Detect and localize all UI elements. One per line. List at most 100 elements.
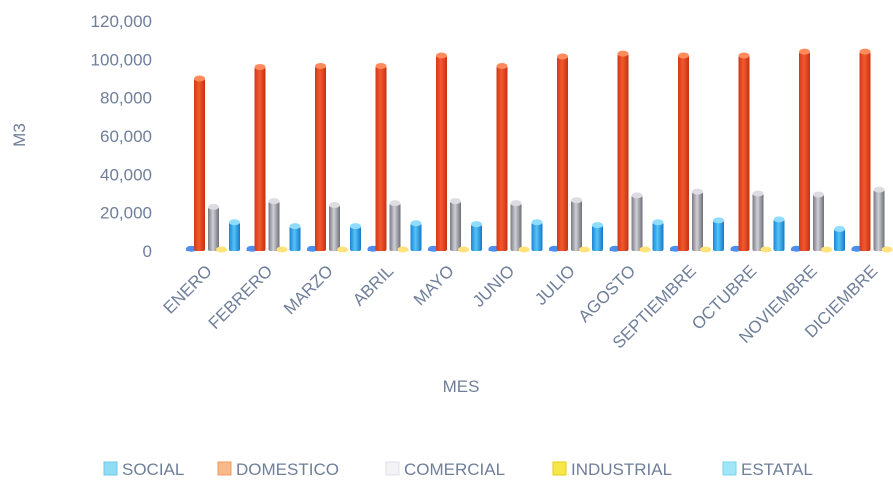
legend-swatch-estatal — [722, 461, 737, 476]
y-axis-title: M3 — [10, 123, 29, 147]
x-tick-label: JUNIO — [469, 261, 518, 310]
bar-cap — [389, 200, 401, 207]
bar-domestico-julio — [557, 56, 568, 252]
bar-estatal-mayo — [471, 224, 482, 251]
bar-cap — [510, 200, 522, 207]
bar-domestico-noviembre — [799, 51, 810, 251]
x-tick-label: ABRIL — [349, 261, 397, 309]
bar-cap — [557, 53, 568, 60]
bar-domestico-octubre — [738, 55, 750, 251]
y-tick-label: 40,000 — [100, 165, 152, 184]
legend-label-social: SOCIAL — [122, 460, 184, 479]
bar-estatal-noviembre — [834, 228, 845, 251]
x-tick-label: ENERO — [160, 261, 216, 317]
bar-cap — [436, 52, 447, 59]
x-tick-label: MAYO — [410, 261, 458, 309]
bar-cap — [518, 246, 530, 253]
y-tick-label: 20,000 — [100, 204, 152, 223]
bar-cap — [397, 246, 409, 253]
bar-cap — [617, 50, 629, 57]
bar-cap — [216, 246, 227, 253]
bar-cap — [471, 221, 482, 228]
bar-cap — [738, 52, 750, 59]
bar-cap — [592, 222, 603, 229]
bar-cap — [450, 198, 461, 205]
bar-comercial-junio — [510, 203, 522, 251]
bar-domestico-diciembre — [859, 51, 871, 251]
bar-series-group — [186, 48, 893, 253]
bar-estatal-marzo — [350, 226, 361, 251]
bar-comercial-diciembre — [873, 189, 885, 251]
legend-swatch-industrial — [552, 461, 567, 476]
bar-cap — [229, 219, 240, 226]
bar-cap — [208, 203, 219, 210]
bar-estatal-octubre — [773, 219, 785, 251]
bar-comercial-septiembre — [692, 191, 703, 251]
bar-cap — [760, 246, 772, 253]
x-tick-label: JULIO — [531, 261, 579, 309]
bar-cap — [799, 48, 810, 55]
bar-cap — [531, 219, 543, 226]
legend-swatch-comercial — [385, 461, 400, 476]
bar-cap — [337, 246, 348, 253]
bar-comercial-marzo — [329, 205, 340, 251]
bar-cap — [700, 246, 711, 253]
bar-domestico-febrero — [254, 67, 266, 251]
bar-estatal-enero — [229, 222, 240, 251]
bar-cap — [713, 217, 724, 224]
bar-cap — [350, 223, 361, 230]
bar-comercial-octubre — [752, 193, 764, 251]
legend-label-estatal: ESTATAL — [741, 460, 813, 479]
legend-swatch-domestico — [217, 461, 232, 476]
bar-cap — [873, 186, 885, 193]
bar-cap — [859, 48, 871, 55]
bar-cap — [678, 52, 689, 59]
bar-estatal-abril — [410, 223, 422, 251]
bar-cap — [752, 190, 764, 197]
bar-cap — [410, 220, 422, 227]
bar-cap — [315, 63, 326, 70]
x-tick-label: FEBRERO — [205, 261, 277, 333]
legend-label-domestico: DOMESTICO — [236, 460, 339, 479]
bar-cap — [194, 75, 205, 82]
bar-cap — [571, 197, 582, 204]
bar-cap — [289, 223, 301, 230]
bar-estatal-febrero — [289, 226, 301, 251]
bar-comercial-noviembre — [813, 194, 824, 251]
bar-domestico-marzo — [315, 66, 326, 252]
bar-cap — [639, 246, 651, 253]
bar-domestico-enero — [194, 78, 205, 251]
bar-cap — [631, 192, 643, 199]
bar-comercial-abril — [389, 203, 401, 251]
bar-cap — [458, 246, 469, 253]
bar-estatal-septiembre — [713, 220, 724, 251]
y-tick-label: 100,000 — [91, 50, 152, 69]
y-tick-label: 0 — [143, 242, 152, 261]
bar-cap — [652, 219, 664, 226]
x-tick-label: AGOSTO — [575, 261, 640, 326]
legend-label-industrial: INDUSTRIAL — [571, 460, 672, 479]
bar-domestico-abril — [375, 66, 387, 252]
legend: SOCIAL DOMESTICO COMERCIAL INDUSTRIAL ESTATA… — [103, 460, 813, 479]
bar-cap — [813, 191, 824, 198]
legend-label-comercial: COMERCIAL — [404, 460, 505, 479]
x-tick-label: MARZO — [280, 261, 337, 318]
bar-cap — [579, 246, 590, 253]
y-tick-label: 80,000 — [100, 89, 152, 108]
legend-swatch-social — [103, 461, 118, 476]
bar-domestico-septiembre — [678, 55, 689, 251]
bar-comercial-agosto — [631, 195, 643, 251]
bar-comercial-julio — [571, 200, 582, 251]
y-tick-label: 120,000 — [91, 12, 152, 31]
bar-cap — [254, 64, 266, 70]
bar-cap — [773, 216, 785, 223]
bar-comercial-febrero — [268, 201, 280, 251]
bar-cap — [821, 246, 832, 253]
bar-domestico-agosto — [617, 53, 629, 252]
bar-cap — [834, 225, 845, 232]
bar-comercial-mayo — [450, 201, 461, 251]
bar-cap — [692, 188, 703, 195]
bar-estatal-agosto — [652, 222, 664, 251]
